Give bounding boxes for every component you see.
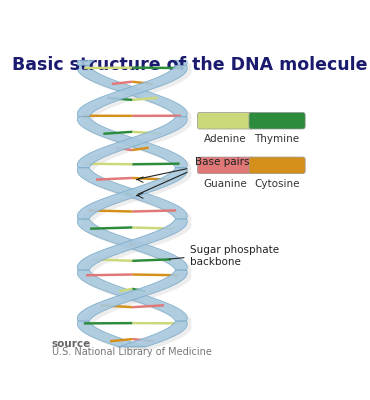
Polygon shape	[88, 209, 132, 213]
FancyBboxPatch shape	[249, 157, 305, 174]
Polygon shape	[77, 321, 146, 347]
Polygon shape	[103, 130, 132, 135]
Polygon shape	[125, 192, 132, 197]
Polygon shape	[129, 242, 132, 247]
Polygon shape	[77, 168, 187, 219]
Polygon shape	[77, 117, 187, 168]
Polygon shape	[84, 322, 132, 325]
Polygon shape	[77, 219, 187, 270]
Polygon shape	[77, 117, 187, 168]
Text: Basic structure of the DNA molecule: Basic structure of the DNA molecule	[12, 56, 367, 74]
Polygon shape	[132, 209, 176, 213]
Polygon shape	[77, 219, 187, 270]
Polygon shape	[77, 168, 187, 219]
Polygon shape	[132, 338, 155, 342]
Polygon shape	[77, 60, 94, 65]
Polygon shape	[132, 273, 178, 276]
Text: Sugar phosphate
backbone: Sugar phosphate backbone	[190, 245, 279, 267]
Polygon shape	[77, 66, 187, 116]
Polygon shape	[101, 304, 132, 308]
Text: Thymine: Thymine	[255, 134, 300, 144]
Text: Guanine: Guanine	[204, 179, 247, 189]
Polygon shape	[132, 304, 164, 308]
Polygon shape	[116, 146, 132, 151]
Polygon shape	[112, 80, 132, 85]
Polygon shape	[119, 288, 132, 292]
Polygon shape	[94, 258, 132, 262]
Polygon shape	[77, 270, 187, 321]
Polygon shape	[132, 226, 174, 230]
Polygon shape	[110, 338, 132, 342]
Text: source: source	[52, 339, 91, 349]
Polygon shape	[132, 114, 181, 117]
Polygon shape	[84, 114, 132, 117]
Polygon shape	[77, 66, 187, 116]
Text: Cytosine: Cytosine	[254, 179, 300, 189]
Polygon shape	[132, 96, 158, 101]
Polygon shape	[132, 258, 171, 262]
Polygon shape	[90, 226, 132, 230]
Polygon shape	[132, 192, 139, 197]
Polygon shape	[84, 66, 132, 69]
Polygon shape	[132, 130, 161, 135]
Polygon shape	[107, 96, 132, 101]
Polygon shape	[82, 64, 192, 350]
Polygon shape	[132, 146, 149, 151]
Text: Base pairs: Base pairs	[195, 156, 250, 166]
Polygon shape	[132, 80, 153, 85]
Polygon shape	[77, 270, 187, 321]
Polygon shape	[96, 177, 132, 181]
FancyBboxPatch shape	[249, 112, 305, 129]
Text: U.S. National Library of Medicine: U.S. National Library of Medicine	[52, 347, 212, 357]
Polygon shape	[132, 322, 181, 325]
Text: Adenine: Adenine	[204, 134, 247, 144]
Polygon shape	[118, 321, 187, 347]
FancyBboxPatch shape	[197, 112, 253, 129]
Polygon shape	[171, 60, 187, 65]
Polygon shape	[132, 242, 135, 247]
Polygon shape	[85, 162, 132, 166]
Polygon shape	[86, 273, 132, 276]
FancyBboxPatch shape	[197, 157, 253, 174]
Polygon shape	[132, 177, 169, 181]
Polygon shape	[132, 288, 145, 292]
Polygon shape	[82, 64, 192, 350]
Polygon shape	[132, 66, 181, 69]
Polygon shape	[132, 162, 179, 166]
